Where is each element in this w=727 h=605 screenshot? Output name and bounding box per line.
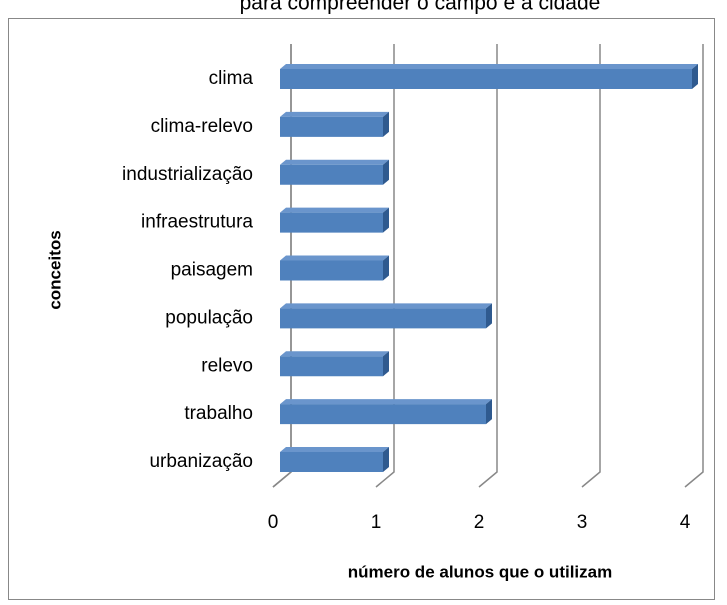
bar — [280, 447, 389, 472]
bar — [280, 111, 389, 137]
grid-line — [581, 44, 601, 488]
y-tick-label: paisagem — [171, 260, 253, 281]
x-axis-label: número de alunos que o utilizam — [348, 562, 612, 581]
bar-top — [280, 207, 389, 213]
bar-top — [280, 64, 698, 69]
y-tick-label: relevo — [201, 355, 253, 376]
x-tick-label: 4 — [680, 512, 691, 533]
y-tick-label: urbanização — [149, 451, 253, 472]
bar-top — [280, 447, 389, 452]
bar-side — [486, 303, 492, 329]
bar — [280, 351, 389, 377]
grid-line — [478, 44, 498, 488]
bar-front — [280, 404, 486, 425]
bar-top — [280, 303, 492, 309]
bar-top — [280, 399, 492, 405]
bar-front — [280, 452, 383, 472]
bar-side — [486, 399, 492, 425]
bar — [280, 207, 389, 233]
x-tick-label: 0 — [268, 512, 279, 533]
bar — [280, 303, 492, 329]
bar-side — [383, 159, 389, 185]
bar-front — [280, 356, 383, 377]
grid-line — [375, 44, 395, 488]
y-tick-label: infraestrutura — [141, 212, 253, 233]
bar-top — [280, 351, 389, 357]
bar-front — [280, 69, 692, 89]
bar — [280, 64, 698, 89]
bar-top — [280, 159, 389, 165]
bar-front — [280, 212, 383, 233]
x-tick-label: 2 — [474, 512, 485, 533]
y-tick-label: industrialização — [122, 164, 253, 185]
y-axis-label: conceitos — [45, 230, 64, 309]
bar — [280, 399, 492, 425]
bar-side — [383, 255, 389, 281]
bar-side — [383, 447, 389, 472]
bar-front — [280, 308, 486, 329]
x-tick-label: 1 — [371, 512, 382, 533]
chart-title: para compreender o campo e a cidade — [240, 0, 601, 15]
y-tick-label: trabalho — [184, 403, 253, 424]
bar-top — [280, 255, 389, 261]
bar-front — [280, 164, 383, 185]
bar — [280, 159, 389, 185]
bar-side — [383, 351, 389, 377]
bar-side — [692, 64, 698, 89]
y-tick-label: população — [165, 307, 253, 328]
bar-front — [280, 116, 383, 137]
bar-top — [280, 111, 389, 117]
y-tick-label: clima-relevo — [151, 116, 253, 137]
bar-side — [383, 111, 389, 137]
x-tick-label: 3 — [577, 512, 588, 533]
bar-side — [383, 207, 389, 233]
bar — [280, 255, 389, 281]
grid-line — [684, 44, 704, 488]
bar-front — [280, 260, 383, 281]
y-tick-label: clima — [209, 68, 254, 89]
